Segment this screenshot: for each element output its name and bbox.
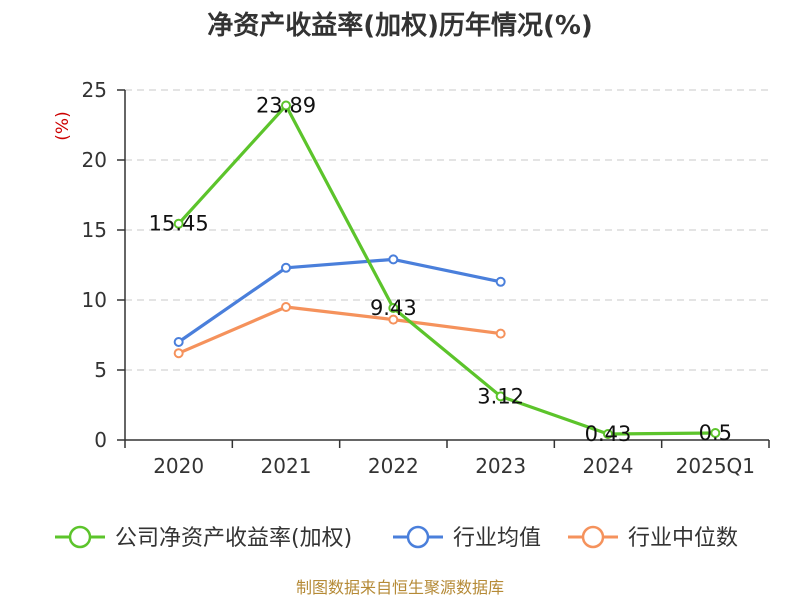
data-labels: 15.45 23.89 9.43 3.12 0.43 0.5: [149, 94, 732, 446]
legend-item-1[interactable]: 行业均值: [393, 525, 541, 551]
data-label: 3.12: [477, 384, 524, 408]
series-point-2: [281, 302, 291, 312]
x-tick-label: 2022: [368, 454, 419, 478]
legend-label: 行业均值: [453, 526, 541, 551]
series-point-0: [388, 302, 399, 313]
series-point-2: [495, 328, 506, 339]
y-tick-label: 0: [94, 428, 107, 452]
y-axis-label: (%): [53, 111, 73, 140]
legend[interactable]: 公司净资产收益率(加权) 行业均值 行业中位数: [55, 525, 738, 551]
x-tick-label: 2021: [261, 454, 312, 478]
data-label: 23.89: [256, 94, 316, 118]
legend-item-2[interactable]: 行业中位数: [568, 525, 738, 551]
axes: 0 5 10 15 20 25 2020 2021 2022 2023 2024 2025Q1: [82, 78, 770, 478]
series-point-0: [495, 391, 506, 402]
series-point-0: [710, 428, 721, 438]
x-tick-label: 2023: [475, 454, 526, 478]
series-layer: [173, 100, 721, 439]
series-point-1: [495, 276, 506, 287]
series-line-0: [177, 103, 716, 436]
series-point-0: [173, 218, 184, 229]
chart-title: 净资产收益率(加权)历年情况(%): [207, 10, 593, 41]
series-point-2: [173, 348, 184, 359]
y-tick-label: 5: [94, 358, 107, 382]
series-point-1: [281, 262, 291, 273]
y-tick-label: 25: [82, 78, 107, 102]
legend-swatch-marker: [68, 525, 92, 549]
series-point-2: [388, 314, 399, 325]
legend-item-0[interactable]: 公司净资产收益率(加权): [55, 525, 352, 551]
series-point-0: [281, 100, 291, 111]
source-note: 制图数据来自恒生聚源数据库: [296, 578, 504, 597]
x-tick-label: 2025Q1: [676, 454, 755, 478]
data-label: 0.5: [699, 421, 732, 445]
x-tick-label: 2024: [583, 454, 634, 478]
data-label: 9.43: [370, 296, 417, 320]
y-tick-label: 15: [82, 218, 107, 242]
y-tick-label: 20: [82, 148, 107, 172]
data-label: 15.45: [149, 212, 209, 236]
legend-swatch-marker: [406, 525, 430, 549]
legend-swatch-marker: [581, 525, 605, 549]
legend-label: 行业中位数: [628, 526, 738, 551]
data-label: 0.43: [585, 422, 632, 446]
series-point-1: [388, 254, 399, 265]
series-point-0: [603, 428, 613, 439]
series-line-1: [177, 257, 501, 344]
legend-label: 公司净资产收益率(加权): [115, 526, 352, 551]
x-tick-label: 2020: [153, 454, 204, 478]
series-line-2: [178, 305, 501, 355]
series-point-1: [173, 337, 184, 347]
y-tick-label: 10: [82, 288, 107, 312]
